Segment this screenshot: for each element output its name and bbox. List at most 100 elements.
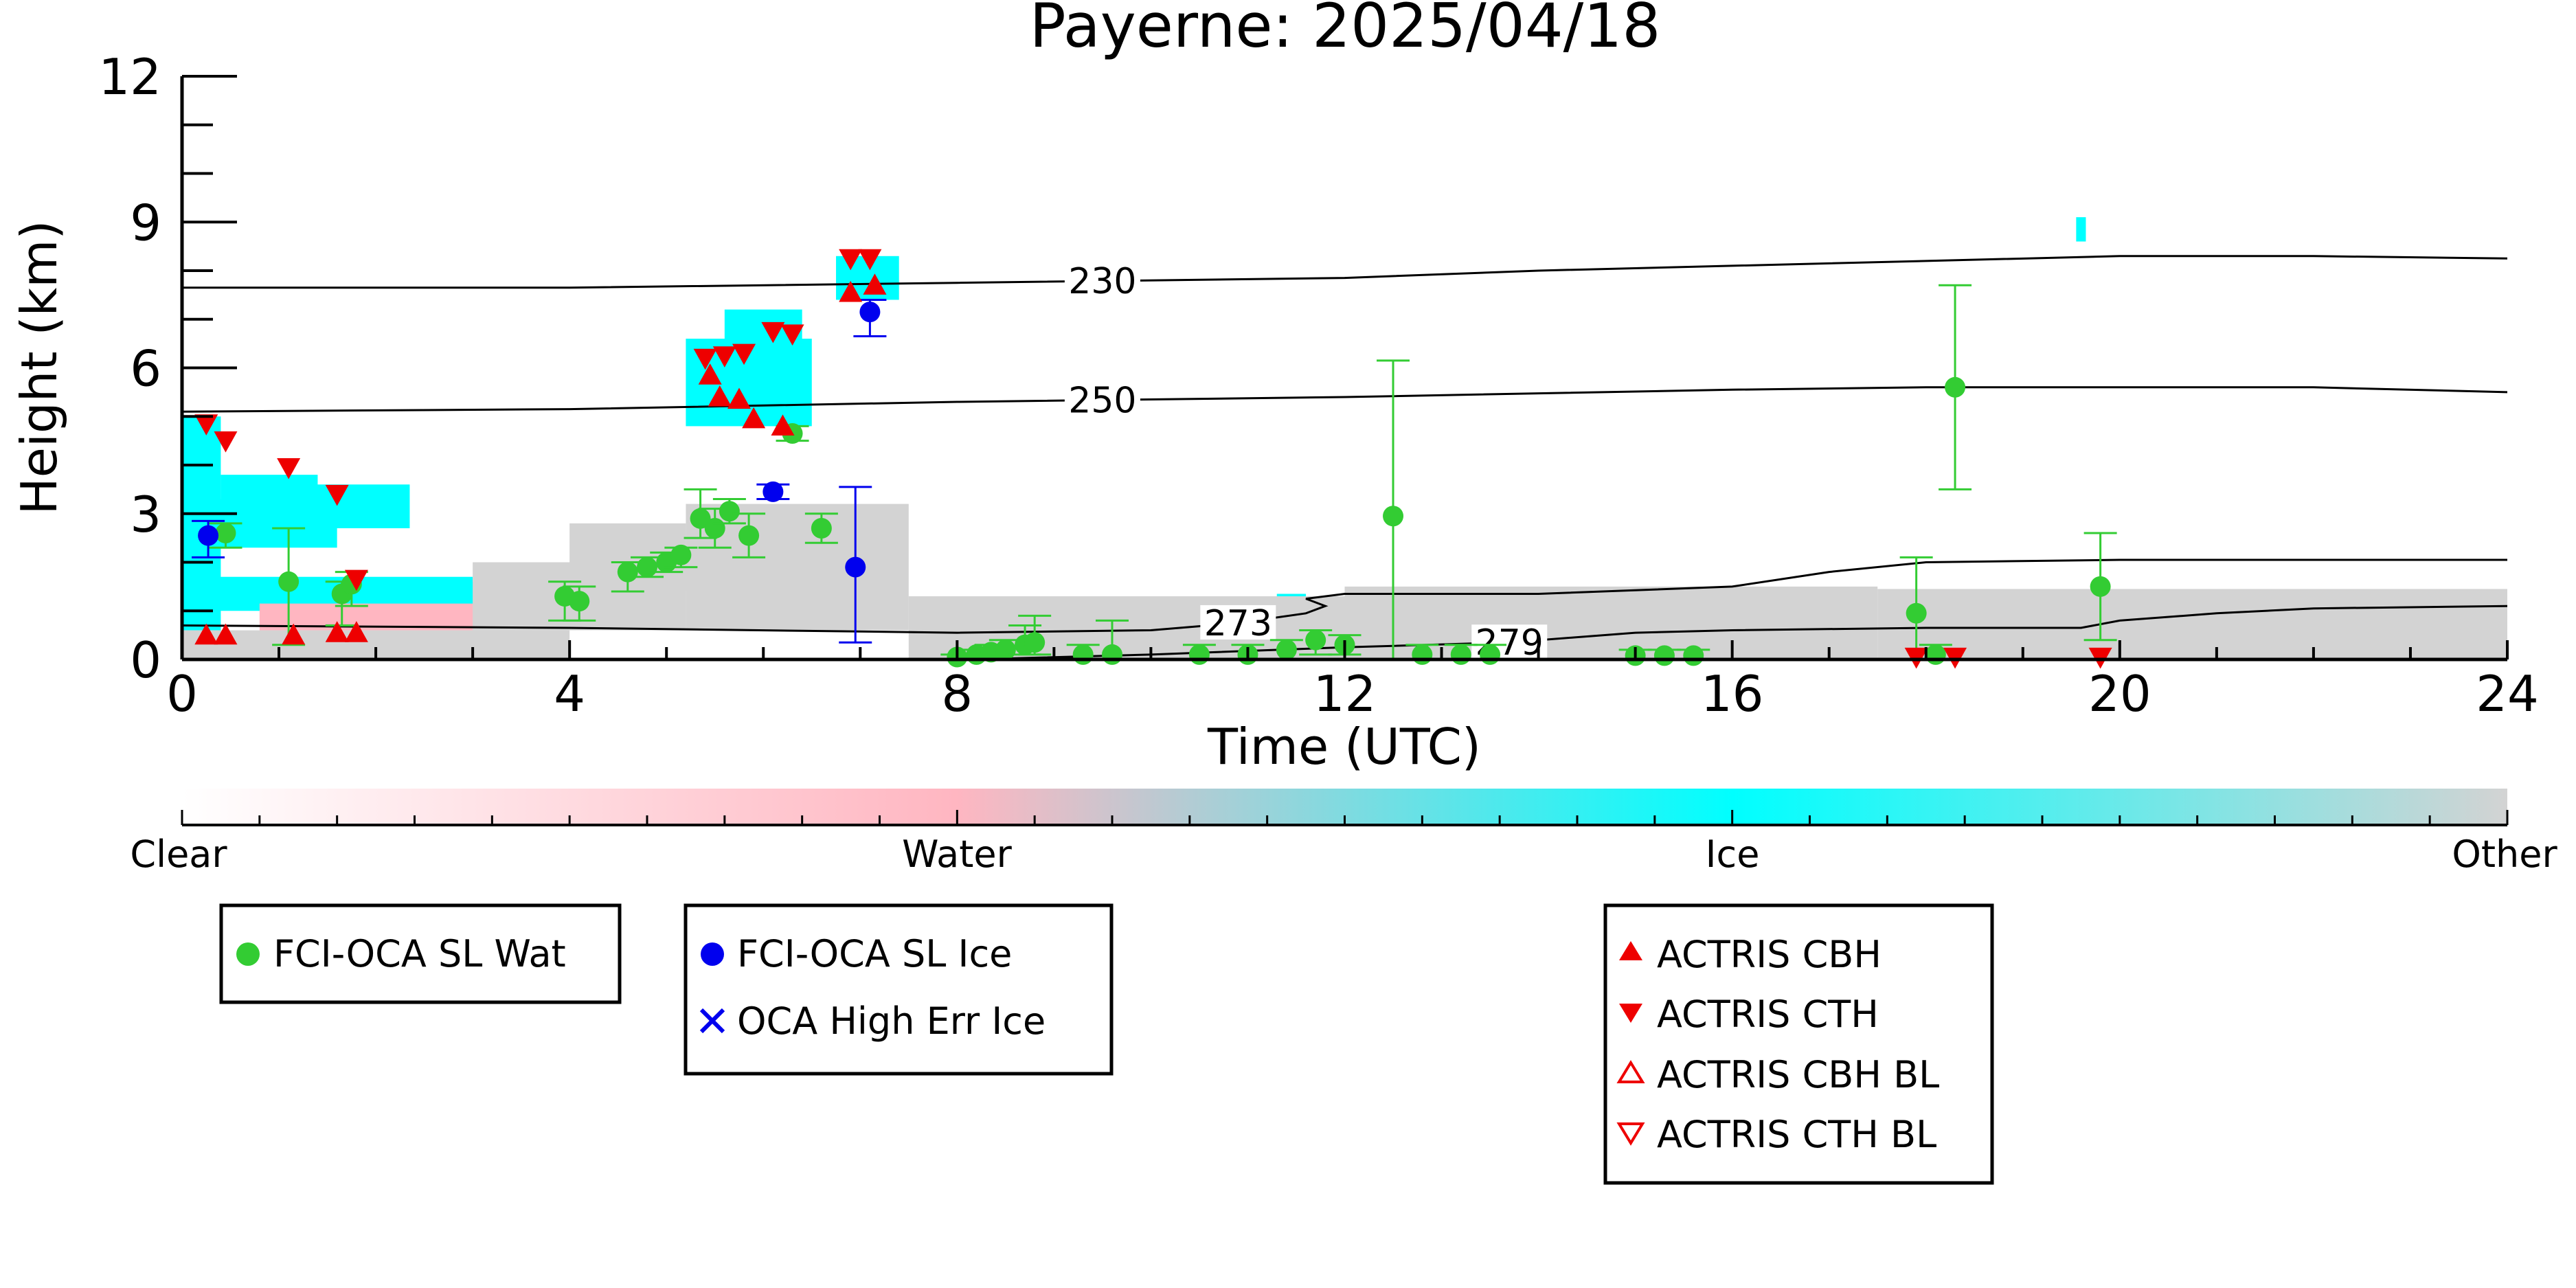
marker-point: [325, 484, 349, 506]
marker-point: [1305, 629, 1326, 651]
marker-point: [811, 517, 832, 539]
marker-point: [282, 623, 306, 645]
class-region-ice: [2076, 217, 2086, 242]
marker-point: [1925, 644, 1946, 665]
contour-label-230: 230: [1068, 261, 1136, 302]
marker-point: [1906, 602, 1927, 624]
legend-box: [1603, 903, 1994, 1185]
x-tick-label: 0: [166, 665, 198, 723]
legend-marker-cbh: [1619, 941, 1642, 960]
marker-point: [344, 621, 368, 642]
contour-line-250: [182, 386, 2507, 413]
contour-line-273: [182, 558, 2507, 634]
legend-label: ACTRIS CBH: [1657, 933, 1882, 976]
legend-marker-cth-bl: [1616, 1122, 1645, 1146]
marker-point: [1683, 645, 1704, 666]
marker-point: [569, 591, 590, 612]
legend-box: [219, 903, 622, 1004]
contour-label-250: 250: [1068, 380, 1136, 421]
marker-point: [1276, 639, 1297, 660]
chart-title: Payerne: 2025/04/18: [1030, 0, 1661, 61]
marker-point: [1412, 644, 1433, 665]
legend-marker-ice: [701, 942, 724, 966]
colorbar: Clear Water Ice Other: [130, 789, 2557, 876]
marker-point: [325, 621, 349, 642]
y-axis-label: Height (km): [10, 221, 68, 515]
legend-label: FCI-OCA SL Wat: [273, 932, 566, 975]
class-region-other: [1877, 589, 2507, 659]
marker-point: [704, 517, 725, 539]
marker-point: [858, 249, 882, 271]
marker-point: [727, 387, 751, 409]
legend-ice: FCI-OCA SL Ice OCA High Err Ice: [683, 903, 1114, 1076]
x-tick-label: 4: [554, 665, 585, 723]
marker-point: [738, 525, 760, 546]
colorbar-label-water: Water: [902, 833, 1012, 876]
contour-label-bg: [1200, 605, 1276, 640]
marker-point: [194, 623, 218, 645]
marker-point: [859, 302, 881, 323]
marker-point: [2090, 576, 2111, 597]
marker-point: [617, 561, 638, 583]
legend-water: FCI-OCA SL Wat: [219, 903, 622, 1004]
marker-point: [1188, 644, 1210, 665]
marker-point: [761, 321, 785, 343]
marker-point: [719, 501, 740, 522]
marker-point: [780, 324, 804, 346]
y-tick-label: 6: [130, 340, 161, 398]
x-tick-label: 8: [941, 665, 973, 723]
marker-point: [215, 523, 236, 544]
colorbar-ticks: [181, 810, 2509, 825]
marker-point: [693, 348, 717, 370]
class-region-other: [1344, 586, 1878, 659]
marker-point: [198, 525, 219, 546]
marker-point: [670, 544, 692, 565]
y-tick-label: 9: [130, 194, 161, 251]
marker-point: [839, 280, 863, 302]
colorbar-label-other: Other: [2452, 833, 2557, 876]
legend-marker-wat: [236, 942, 260, 966]
contour-line-230: [182, 255, 2507, 289]
legend-marker-cth: [1619, 1004, 1642, 1023]
marker-point: [344, 569, 368, 591]
marker-point: [708, 385, 732, 407]
marker-point: [762, 481, 784, 502]
legend-marker-higherr: [699, 1008, 725, 1034]
marker-point: [1450, 644, 1471, 665]
legend-label: ACTRIS CTH BL: [1657, 1113, 1936, 1156]
marker-point: [839, 249, 863, 271]
legend-label: ACTRIS CBH BL: [1657, 1053, 1939, 1096]
y-tick-label: 0: [130, 631, 161, 689]
contour-label-bg: [1064, 263, 1140, 298]
marker-point: [1945, 376, 1966, 398]
y-tick-label: 12: [98, 48, 161, 106]
legend-label: FCI-OCA SL Ice: [737, 932, 1012, 975]
y-tick-label: 3: [130, 486, 161, 543]
legend-marker-cbh-bl: [1616, 1060, 1645, 1083]
x-axis-label: Time (UTC): [1207, 718, 1481, 776]
marker-point: [637, 556, 657, 578]
marker-point: [1024, 632, 1046, 653]
marker-point: [712, 346, 736, 368]
contour-label-bg: [1064, 382, 1140, 417]
marker-point: [1653, 645, 1675, 666]
marker-point: [995, 639, 1016, 660]
marker-point: [1383, 506, 1404, 527]
x-tick-label: 24: [2476, 665, 2539, 723]
marker-point: [214, 431, 238, 453]
colorbar-label-ice: Ice: [1706, 833, 1760, 876]
marker-point: [1072, 644, 1094, 665]
x-tick-label: 12: [1313, 665, 1377, 723]
legend-label: OCA High Err Ice: [737, 999, 1046, 1043]
marker-point: [278, 571, 300, 592]
marker-point: [1102, 644, 1122, 665]
marker-point: [845, 556, 866, 578]
legend-label: ACTRIS CTH: [1657, 993, 1879, 1036]
marker-point: [863, 273, 887, 295]
marker-point: [194, 414, 218, 436]
x-tick-label: 16: [1701, 665, 1764, 723]
axis-ticks: 0 4 8 12 16 20 24 0 3 6 9 12: [98, 48, 2538, 723]
marker-point: [1480, 644, 1501, 665]
